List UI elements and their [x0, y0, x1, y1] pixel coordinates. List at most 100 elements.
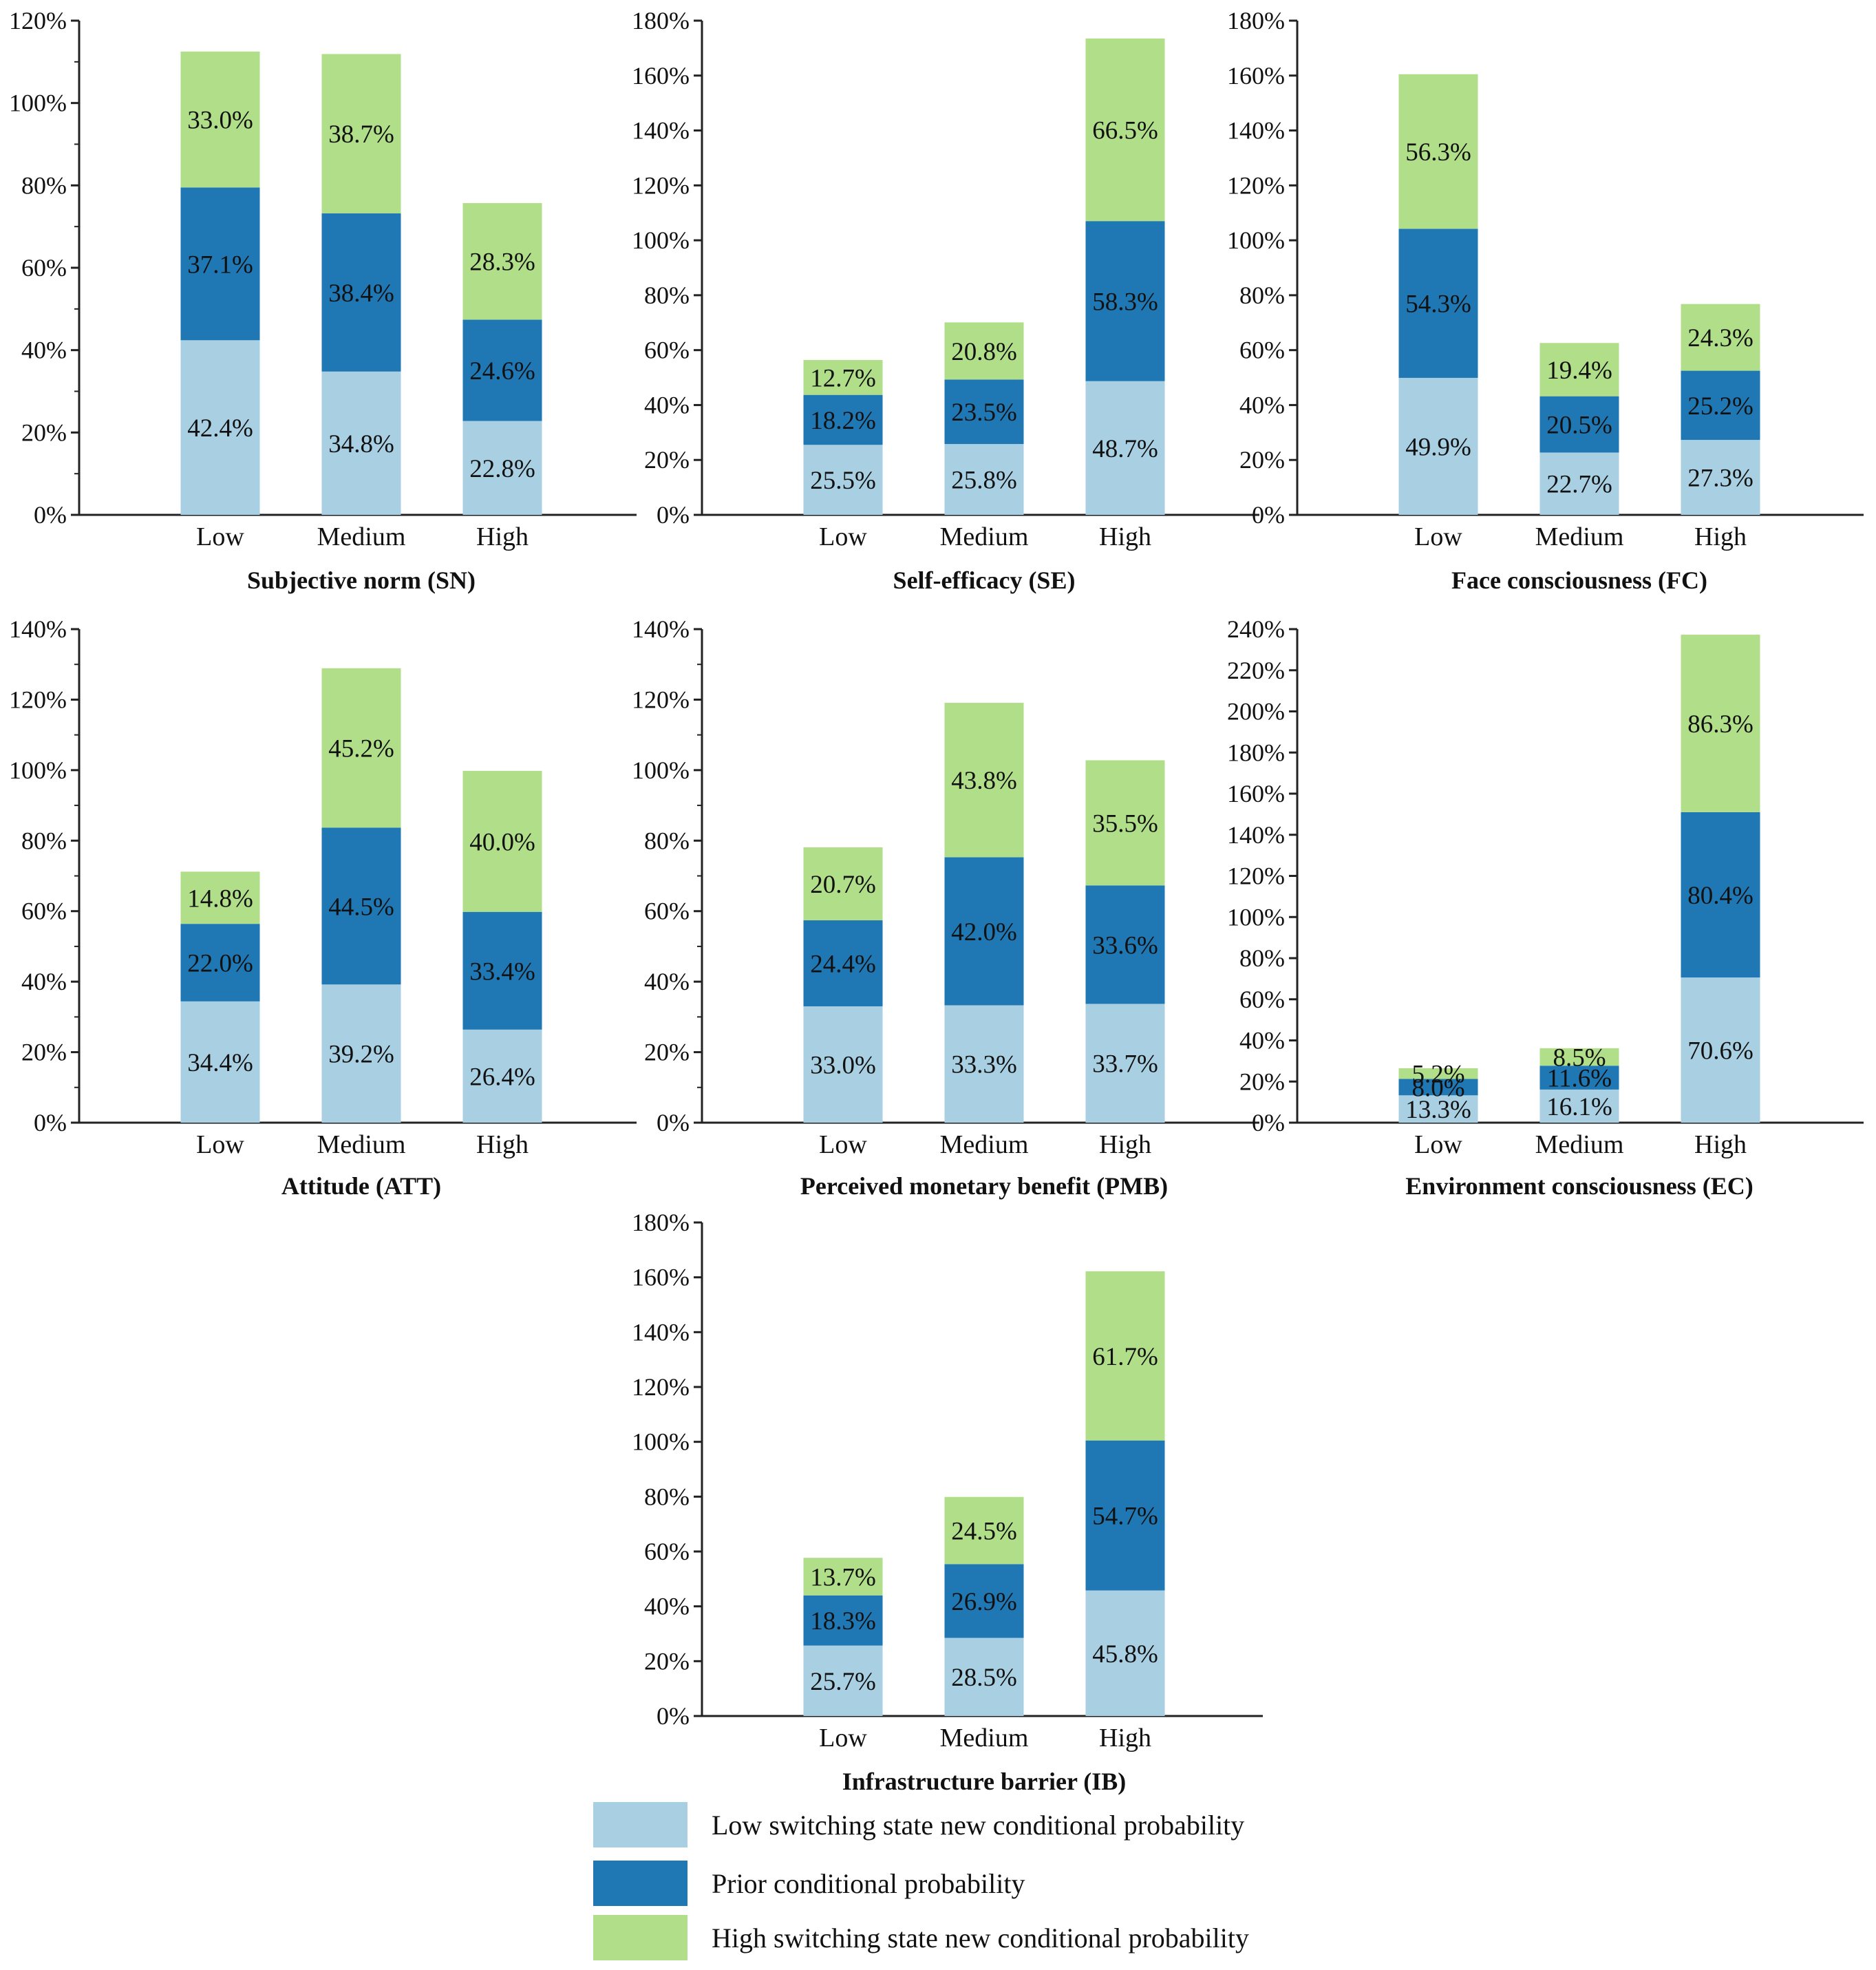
- bar-segment-low-medium: [944, 1638, 1024, 1716]
- data-label: 24.3%: [1687, 324, 1754, 352]
- bar-segment-high-medium: [321, 668, 401, 828]
- y-tick-label: 0%: [1252, 1109, 1285, 1136]
- data-label: 49.9%: [1405, 433, 1471, 461]
- bar-segment-high-medium: [1539, 343, 1619, 396]
- y-tick-label: 160%: [1227, 780, 1285, 807]
- y-tick-label: 100%: [632, 226, 690, 254]
- y-tick-label: 100%: [1227, 903, 1285, 931]
- y-tick-label: 80%: [1239, 282, 1285, 309]
- bar-segment-high-low: [180, 51, 260, 188]
- bar-segment-prior-high: [1085, 885, 1165, 1004]
- bar-segment-high-low: [803, 360, 883, 395]
- data-label: 42.0%: [951, 918, 1017, 946]
- data-label: 33.4%: [469, 957, 535, 986]
- x-category-label: High: [1694, 522, 1747, 551]
- bar-segment-high-high: [462, 770, 542, 912]
- bar-segment-low-low: [1398, 377, 1478, 515]
- bar-segment-high-high: [462, 203, 542, 320]
- bar-segment-prior-medium: [944, 379, 1024, 445]
- data-label: 26.9%: [951, 1588, 1017, 1616]
- data-label: 27.3%: [1687, 465, 1754, 493]
- y-tick-label: 40%: [644, 1593, 690, 1620]
- bar-segment-low-high: [1681, 977, 1760, 1123]
- y-tick-label: 180%: [1227, 739, 1285, 766]
- y-tick-label: 20%: [644, 1647, 690, 1675]
- bar-segment-low-medium: [1539, 1089, 1619, 1123]
- y-tick-label: 60%: [644, 337, 690, 364]
- x-category-label: High: [476, 1130, 529, 1159]
- y-tick-label: 140%: [632, 615, 690, 643]
- y-tick-label: 180%: [632, 7, 690, 34]
- chart-panel-1: 0% 20% 40% 60% 80% 100% 120% 42.4% 37.1% 33.0% Low…: [9, 7, 637, 594]
- x-category-label: Low: [819, 1724, 867, 1752]
- bar-segment-prior-high: [1681, 812, 1760, 978]
- bar-segment-low-high: [462, 421, 542, 515]
- data-label: 23.5%: [951, 399, 1017, 427]
- y-tick-label: 60%: [1239, 337, 1285, 364]
- data-label: 24.4%: [810, 951, 876, 979]
- y-tick-label: 180%: [1227, 7, 1285, 34]
- data-label: 20.5%: [1546, 412, 1612, 440]
- y-tick-label: 80%: [644, 1483, 690, 1510]
- y-tick-label: 120%: [9, 686, 67, 713]
- chart-panel-2: 0% 20% 40% 60% 80% 100% 120% 140% 160% 180% 25.5% 1…: [632, 7, 1259, 594]
- y-tick-label: 100%: [632, 1428, 690, 1456]
- bar-segment-high-low: [180, 871, 260, 924]
- y-tick-label: 120%: [9, 7, 67, 34]
- bar-segment-prior-low: [1398, 229, 1478, 378]
- x-category-label: High: [1099, 522, 1151, 551]
- chart-panel-5: 0% 20% 40% 60% 80% 100% 120% 140% 33.0% 24.4% 20.7…: [632, 615, 1259, 1200]
- bar-segment-prior-medium: [321, 827, 401, 985]
- data-label: 24.6%: [469, 357, 535, 385]
- y-tick-label: 80%: [21, 171, 67, 199]
- y-tick-label: 240%: [1227, 615, 1285, 643]
- data-label: 34.8%: [328, 430, 394, 458]
- y-tick-label: 20%: [644, 446, 690, 474]
- bar-segment-prior-medium: [1539, 1066, 1619, 1090]
- y-tick-label: 140%: [1227, 117, 1285, 145]
- y-tick-label: 40%: [1239, 1027, 1285, 1055]
- bar-segment-prior-low: [180, 924, 260, 1002]
- data-label: 20.8%: [951, 338, 1017, 366]
- chart-panel-6: 0% 20% 40% 60% 80% 100% 120% 140% 160% 180% 200% 22…: [1227, 615, 1864, 1200]
- y-tick-label: 20%: [21, 1039, 67, 1066]
- data-label: 33.0%: [187, 107, 253, 135]
- data-label: 13.3%: [1405, 1096, 1471, 1124]
- data-label: 18.3%: [810, 1607, 876, 1635]
- x-category-label: High: [1694, 1130, 1747, 1159]
- data-label: 38.7%: [328, 120, 394, 149]
- y-tick-label: 0%: [34, 501, 67, 529]
- x-category-label: Medium: [940, 1724, 1029, 1752]
- bar-segment-prior-high: [462, 911, 542, 1030]
- bar-segment-low-medium: [321, 984, 401, 1123]
- chart-panel-4: 0% 20% 40% 60% 80% 100% 120% 140% 34.4% 22.0% 14.8…: [9, 615, 637, 1200]
- data-label: 22.7%: [1546, 471, 1612, 499]
- data-label: 61.7%: [1092, 1343, 1158, 1371]
- y-tick-label: 60%: [644, 898, 690, 925]
- y-tick-label: 0%: [657, 1702, 690, 1730]
- data-label: 24.5%: [951, 1518, 1017, 1546]
- y-tick-label: 100%: [1227, 226, 1285, 254]
- bar-segment-high-medium: [944, 322, 1024, 380]
- bar-segment-high-medium: [944, 703, 1024, 858]
- bar-segment-low-medium: [944, 1005, 1024, 1123]
- x-category-label: High: [1099, 1724, 1151, 1752]
- data-label: 13.7%: [810, 1563, 876, 1591]
- x-category-label: Low: [819, 1130, 867, 1159]
- data-label: 25.5%: [810, 467, 876, 495]
- y-tick-label: 140%: [632, 1318, 690, 1346]
- y-tick-label: 0%: [657, 501, 690, 529]
- y-tick-label: 200%: [1227, 698, 1285, 725]
- data-label: 19.4%: [1546, 357, 1612, 385]
- chart-title: Self-efficacy (SE): [893, 566, 1076, 594]
- bar-segment-low-high: [1085, 381, 1165, 515]
- legend: Low switching state new conditional prob…: [593, 1802, 1249, 1960]
- y-tick-label: 180%: [632, 1209, 690, 1236]
- y-tick-label: 220%: [1227, 657, 1285, 684]
- y-tick-label: 0%: [34, 1109, 67, 1136]
- chart-title: Infrastructure barrier (IB): [842, 1768, 1127, 1795]
- bar-segment-prior-low: [1398, 1079, 1478, 1096]
- data-label: 34.4%: [187, 1049, 253, 1077]
- x-category-label: Medium: [1535, 1130, 1624, 1159]
